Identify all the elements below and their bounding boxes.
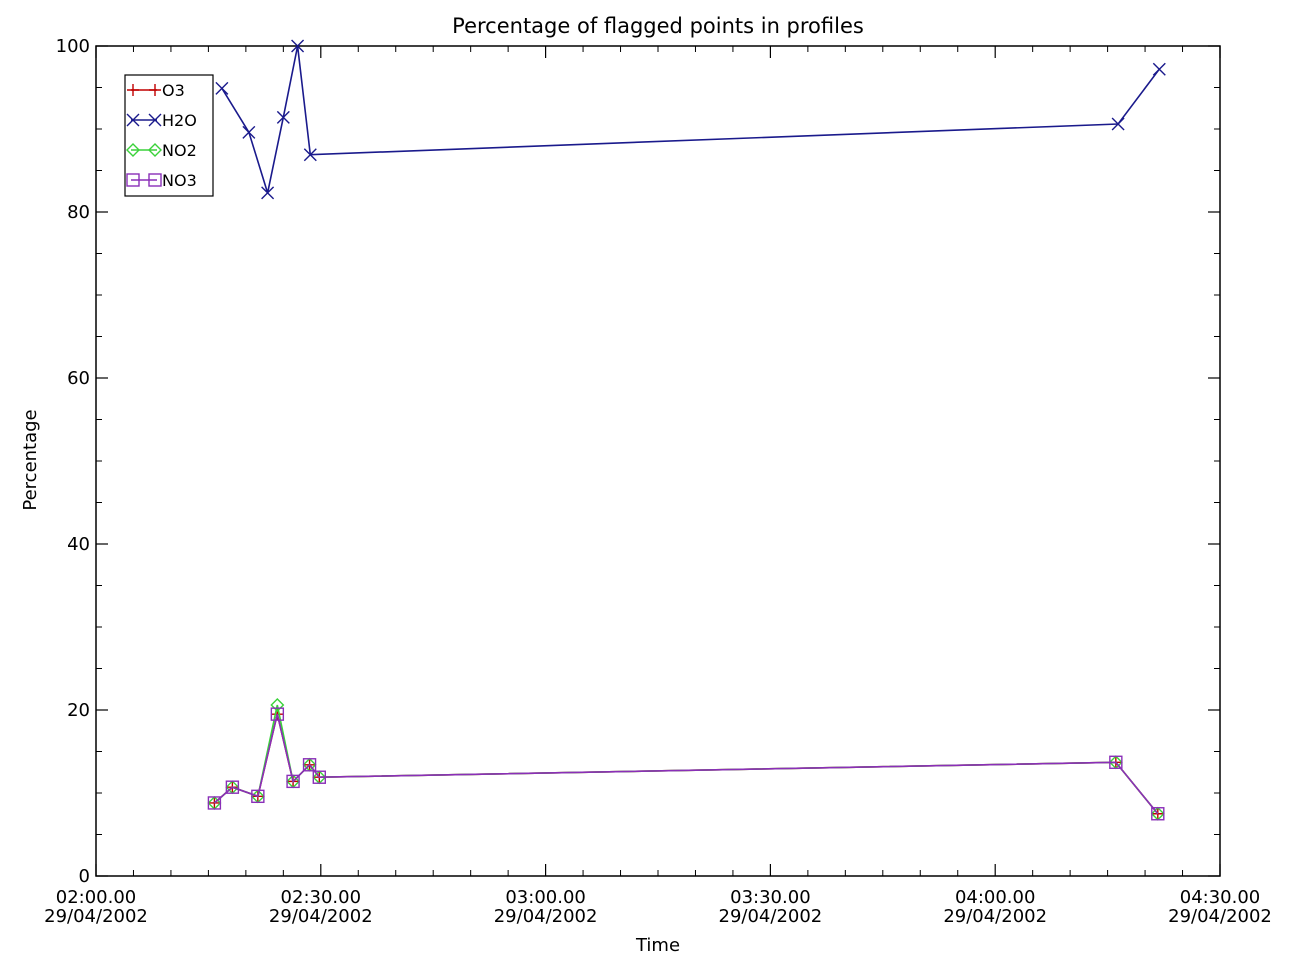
data-point-h2o [1111,117,1125,131]
legend-item-no3: NO3 [126,171,197,190]
y-axis-label: Percentage [20,409,41,510]
y-tick-label: 60 [67,368,90,389]
legend-marker-o3 [127,84,139,96]
data-point-h2o [261,186,275,200]
data-point-no3 [312,770,327,784]
legend-label-no2: NO2 [162,141,197,160]
series-no3 [207,707,1165,821]
data-point-h2o [303,148,317,162]
legend-marker-no2 [148,143,162,157]
legend-item-no2: NO2 [126,141,197,160]
data-point-no3 [270,707,285,721]
data-point-no3 [1151,807,1165,821]
data-point-h2o [1152,62,1166,76]
x-tick-label-time: 03:00.00 [505,887,586,908]
legend-marker-o3 [149,84,161,96]
x-tick-label-time: 02:30.00 [281,887,362,908]
legend-marker-no3 [126,173,140,187]
series-line-h2o [221,45,1160,194]
series-line-no3 [213,713,1159,815]
series-layer [207,39,1166,821]
y-tick-label: 100 [56,36,90,57]
data-point-no2 [270,698,285,713]
data-point-h2o [276,110,290,124]
data-point-h2o [215,81,229,95]
y-tick-label: 80 [67,202,90,223]
data-point-h2o [242,125,256,139]
data-point-no3 [251,789,265,804]
y-tick-label: 40 [67,534,90,555]
legend: O3 H2O NO2 NO3 [124,74,214,197]
y-tick-label: 20 [67,700,90,721]
series-h2o [215,39,1166,200]
data-point-no3 [286,774,300,789]
legend-label-o3: O3 [162,81,185,100]
x-tick-label-date: 29/04/2002 [1168,906,1272,927]
axis-ticks: 02040608010002:00.0029/04/200202:30.0029… [44,36,1272,927]
x-tick-label-date: 29/04/2002 [269,906,373,927]
data-point-no3 [225,780,240,794]
data-point-no3 [207,796,222,810]
chart-title: Percentage of flagged points in profiles [452,14,864,38]
x-tick-label-time: 04:30.00 [1180,887,1261,908]
x-tick-label-date: 29/04/2002 [44,906,148,927]
x-tick-label-time: 03:30.00 [730,887,811,908]
x-tick-label-date: 29/04/2002 [719,906,823,927]
legend-marker-h2o [126,113,140,127]
legend-item-h2o: H2O [126,111,197,130]
y-tick-label: 0 [79,866,90,887]
x-axis-label: Time [635,935,680,956]
legend-marker-no2 [126,143,140,157]
legend-marker-no3 [148,173,162,187]
x-tick-label-time: 04:00.00 [955,887,1036,908]
legend-marker-h2o [148,113,162,127]
data-point-no3 [302,758,317,772]
legend-label-no3: NO3 [162,171,197,190]
legend-label-h2o: H2O [162,111,197,130]
x-tick-label-date: 29/04/2002 [494,906,598,927]
x-tick-label-date: 29/04/2002 [943,906,1047,927]
legend-item-o3: O3 [127,81,185,100]
data-point-h2o [291,39,305,53]
x-tick-label-time: 02:00.00 [56,887,137,908]
data-point-no3 [1109,755,1123,769]
